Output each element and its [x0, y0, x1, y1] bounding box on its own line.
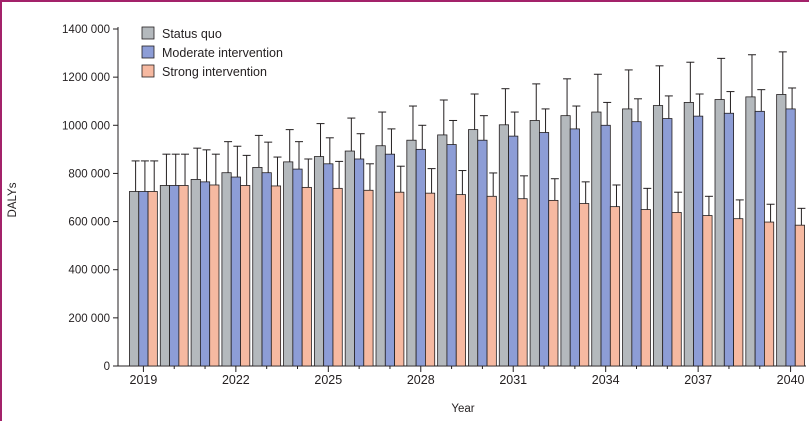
bar-strong-intervention: [363, 189, 374, 367]
bar-moderate-intervention: [354, 158, 365, 367]
legend-label-moderate-intervention: Moderate intervention: [162, 46, 283, 60]
bar-status-quo: [776, 94, 787, 367]
x-tick-label: 2022: [222, 373, 250, 387]
bar-strong-intervention: [178, 185, 189, 367]
y-tick-label: 1000 000: [62, 120, 110, 132]
bar-status-quo: [498, 124, 509, 367]
bar-strong-intervention: [517, 198, 528, 367]
bar-moderate-intervention: [323, 163, 334, 367]
bar-status-quo: [745, 96, 756, 367]
y-tick-label: 1400 000: [62, 24, 110, 36]
bar-strong-intervention: [548, 199, 559, 367]
x-tick-label: 2034: [592, 373, 620, 387]
bar-moderate-intervention: [169, 185, 180, 367]
bar-status-quo: [560, 115, 571, 367]
bar-status-quo: [190, 179, 201, 367]
legend-swatch-status-quo: [141, 26, 155, 40]
y-axis-title: DALYs: [7, 182, 19, 217]
bar-moderate-intervention: [261, 172, 272, 367]
legend-swatch-strong-intervention: [141, 64, 155, 78]
bar-status-quo: [468, 129, 479, 367]
x-axis: 2019 2022 2025 2028 2031 2034 2037 2040: [118, 365, 806, 387]
bar-strong-intervention: [733, 218, 744, 367]
bar-moderate-intervention: [446, 144, 457, 367]
legend: Status quo Moderate intervention Strong …: [141, 26, 283, 79]
y-tick-label: 600 000: [68, 217, 110, 229]
y-axis: 0 200 000 400 000 600 000 800 000 1000 000 120…: [62, 24, 119, 373]
bar-moderate-intervention: [754, 110, 765, 367]
bar-moderate-intervention: [723, 112, 735, 367]
bar-status-quo: [406, 139, 417, 367]
bar-moderate-intervention: [785, 108, 796, 367]
bar-strong-intervention: [240, 185, 251, 367]
legend-label-strong-intervention: Strong intervention: [162, 65, 267, 79]
bar-moderate-intervention: [662, 118, 673, 367]
bar-strong-intervention: [425, 192, 436, 367]
bar-status-quo: [313, 156, 325, 367]
bar-moderate-intervention: [138, 191, 149, 367]
bar-series: [129, 51, 806, 367]
bar-moderate-intervention: [569, 128, 580, 367]
bar-status-quo: [252, 167, 263, 367]
bar-moderate-intervention: [600, 124, 611, 367]
bar-status-quo: [591, 111, 602, 367]
bar-strong-intervention: [301, 186, 312, 367]
bar-status-quo: [129, 191, 140, 367]
bar-status-quo: [375, 145, 386, 367]
x-tick-label: 2025: [314, 373, 342, 387]
x-tick-label: 2031: [499, 373, 527, 387]
bar-moderate-intervention: [199, 181, 211, 367]
bar-moderate-intervention: [631, 121, 642, 367]
legend-label-status-quo: Status quo: [162, 27, 222, 41]
bar-moderate-intervention: [508, 135, 519, 367]
bar-status-quo: [683, 102, 694, 367]
y-tick-label: 200 000: [68, 313, 110, 325]
bar-moderate-intervention: [384, 153, 396, 367]
bar-strong-intervention: [486, 195, 497, 367]
bar-status-quo: [714, 99, 725, 367]
x-axis-title: Year: [451, 403, 474, 415]
bar-moderate-intervention: [693, 115, 704, 367]
bar-moderate-intervention: [292, 168, 303, 367]
bar-moderate-intervention: [230, 176, 241, 367]
bar-status-quo: [159, 185, 170, 367]
y-tick-label: 400 000: [68, 265, 110, 277]
y-tick-label: 800 000: [68, 168, 110, 180]
bar-status-quo: [437, 134, 448, 367]
bar-status-quo: [529, 120, 540, 367]
bar-strong-intervention: [764, 221, 775, 367]
bar-strong-intervention: [332, 187, 343, 367]
x-tick-label: 2037: [684, 373, 712, 387]
bar-strong-intervention: [579, 203, 590, 367]
bar-moderate-intervention: [538, 132, 550, 367]
bar-strong-intervention: [209, 184, 220, 367]
y-tick-label: 0: [104, 361, 110, 373]
bar-strong-intervention: [609, 206, 621, 367]
bar-moderate-intervention: [477, 139, 488, 367]
x-tick-label: 2019: [130, 373, 158, 387]
bar-strong-intervention: [794, 224, 805, 367]
bar-strong-intervention: [394, 191, 405, 367]
bar-moderate-intervention: [415, 148, 426, 367]
legend-swatch-moderate-intervention: [141, 45, 155, 59]
bar-strong-intervention: [702, 215, 713, 367]
bar-status-quo: [622, 108, 633, 367]
bar-status-quo: [221, 172, 232, 367]
bar-strong-intervention: [455, 194, 466, 367]
bar-strong-intervention: [640, 209, 651, 367]
y-tick-label: 1200 000: [62, 72, 110, 84]
bar-strong-intervention: [147, 191, 158, 367]
bar-status-quo: [283, 161, 294, 367]
x-tick-label: 2028: [407, 373, 435, 387]
bar-status-quo: [344, 150, 355, 367]
bar-strong-intervention: [270, 185, 282, 367]
bar-status-quo: [652, 105, 664, 367]
x-tick-label: 2040: [777, 373, 805, 387]
bar-strong-intervention: [671, 212, 682, 367]
